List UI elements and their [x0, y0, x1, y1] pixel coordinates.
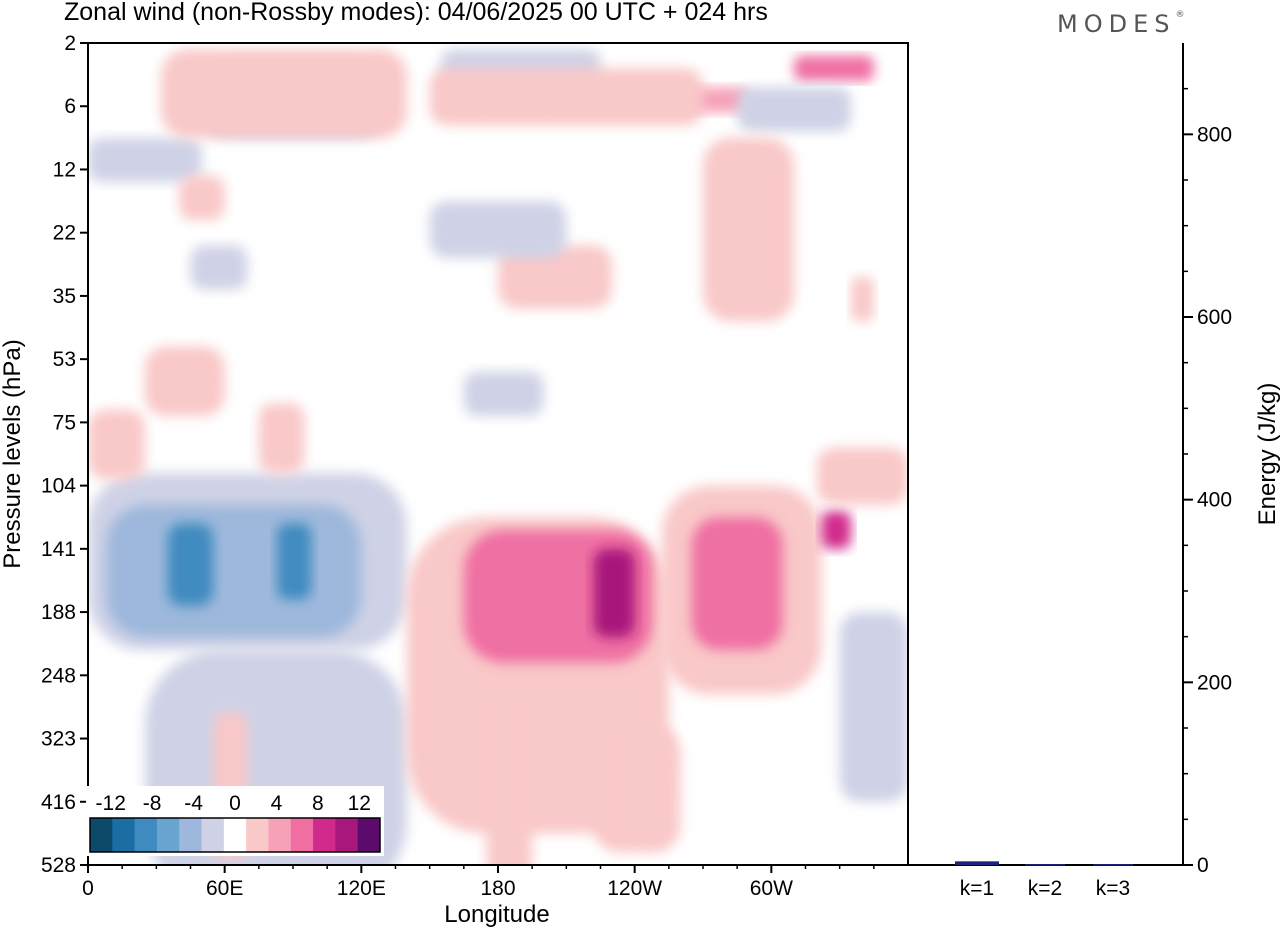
colorbar-swatch-0: [90, 818, 113, 852]
wind-region-23: [794, 55, 874, 81]
wind-region-19: [88, 137, 202, 183]
wind-region-15: [88, 409, 145, 480]
wind-region-3: [277, 523, 312, 600]
colorbar-label-6: 12: [348, 792, 371, 815]
wind-region-27: [703, 137, 795, 322]
x-tick-label-3: 180: [480, 877, 515, 900]
brand-text: MODES: [1057, 10, 1176, 38]
x-tick-label-5: 60W: [750, 877, 793, 900]
colorbar-label-5: 8: [312, 792, 324, 815]
colorbar-label-0: -12: [96, 792, 126, 815]
registered-mark: ®: [1175, 10, 1185, 20]
energy-axis-title: Energy (J/kg): [1254, 383, 1280, 526]
x-axis-title: Longitude: [444, 901, 549, 928]
energy-category-label-2: k=3: [1096, 877, 1130, 900]
wind-region-9: [691, 517, 783, 651]
wind-region-4: [144, 650, 407, 865]
colorbar: -12 -8 -4 0 4 8 12: [86, 786, 384, 856]
chart-title: Zonal wind (non-Rossby modes): 04/06/202…: [64, 0, 768, 26]
wind-region-28: [498, 245, 612, 309]
wind-region-13: [816, 447, 908, 505]
wind-region-20: [160, 49, 407, 138]
colorbar-swatch-9: [290, 818, 314, 852]
y-tick-label-0: 2: [64, 32, 76, 55]
wind-region-1: [106, 504, 362, 638]
wind-region-16: [144, 346, 225, 417]
x-tick-label-4: 120W: [607, 877, 662, 900]
wind-region-2: [167, 523, 214, 606]
y-tick-label-5: 53: [53, 348, 76, 371]
wind-region-32: [179, 175, 225, 221]
energy-tick-label-3: 600: [1197, 306, 1232, 329]
y-tick-label-2: 12: [53, 158, 76, 181]
y-tick-label-6: 75: [53, 411, 76, 434]
wind-region-31: [463, 371, 544, 417]
energy-tick-label-0: 0: [1197, 854, 1209, 877]
energy-bar-k=1: [955, 861, 999, 865]
colorbar-label-4: 4: [271, 792, 283, 815]
energy-category-label-0: k=1: [960, 877, 994, 900]
energy-tick-label-4: 800: [1197, 123, 1232, 146]
x-tick-label-2: 120E: [337, 877, 386, 900]
wind-region-10: [821, 510, 852, 549]
y-tick-label-11: 323: [41, 728, 76, 751]
colorbar-swatch-2: [134, 818, 158, 852]
colorbar-swatch-10: [313, 818, 336, 852]
energy-panel: k=1 k=2 k=3 0 200 400 600 800 Energy (J/kg): [908, 43, 1280, 900]
y-tick-label-13: 528: [41, 854, 76, 877]
wind-region-30: [190, 245, 248, 290]
wind-region-11: [486, 694, 533, 865]
x-axis: 0 60E 120E 180 120W 60W: [82, 865, 875, 900]
colorbar-swatch-5: [201, 818, 225, 852]
colorbar-swatch-3: [156, 818, 180, 852]
wind-region-33: [851, 276, 874, 322]
wind-region-14: [839, 612, 908, 802]
y-tick-label-12: 416: [41, 791, 76, 814]
y-tick-label-7: 104: [41, 475, 76, 498]
energy-tick-label-1: 200: [1197, 671, 1232, 694]
wind-region-12: [593, 725, 681, 853]
colorbar-swatch-8: [268, 818, 292, 852]
x-tick-label-0: 0: [82, 877, 94, 900]
y-axis: 2 6 12 22 35 53 75 104 141 188 248 323 416 528: [41, 32, 88, 877]
energy-category-label-1: k=2: [1028, 877, 1062, 900]
colorbar-label-2: -4: [184, 792, 203, 815]
colorbar-label-3: 0: [229, 792, 241, 815]
colorbar-swatch-6: [223, 818, 247, 852]
colorbar-frame: [89, 817, 381, 853]
colorbar-label-1: -8: [143, 792, 162, 815]
modes-logo: MODES®: [1057, 10, 1184, 38]
y-tick-label-8: 141: [41, 538, 76, 561]
wind-field: [88, 49, 908, 865]
wind-region-17: [258, 403, 305, 473]
energy-bar-k=3: [1093, 864, 1133, 866]
wind-region-26: [429, 68, 703, 126]
y-tick-label-9: 188: [41, 601, 76, 624]
y-tick-label-10: 248: [41, 664, 76, 687]
colorbar-swatch-11: [335, 818, 359, 852]
wind-region-7: [593, 548, 635, 638]
colorbar-swatch-4: [179, 818, 203, 852]
colorbar-swatch-7: [246, 818, 269, 852]
y-tick-label-3: 22: [53, 222, 76, 245]
x-tick-label-1: 60E: [206, 877, 243, 900]
wind-region-29: [429, 201, 567, 258]
energy-bar-k=2: [1025, 864, 1065, 866]
y-tick-label-1: 6: [64, 95, 76, 118]
colorbar-swatch-1: [112, 818, 136, 852]
y-axis-title: Pressure levels (hPa): [0, 339, 26, 568]
wind-region-24: [737, 87, 852, 132]
energy-tick-label-2: 400: [1197, 489, 1232, 512]
colorbar-swatch-12: [357, 818, 381, 852]
y-tick-label-4: 35: [53, 285, 76, 308]
